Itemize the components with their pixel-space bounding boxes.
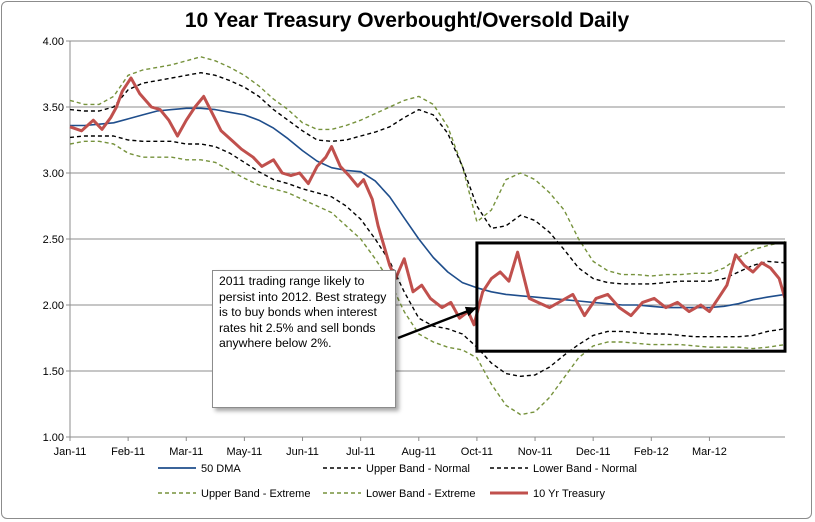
x-tick-label: Jun-11 [286, 446, 319, 458]
legend-label: Upper Band - Extreme [201, 488, 310, 500]
x-tick-label: Feb-12 [634, 446, 669, 458]
y-tick-label: 4.00 [43, 36, 64, 48]
annotation-callout: 2011 trading range likely to persist int… [212, 270, 396, 408]
x-tick-label: Aug-11 [401, 446, 436, 458]
legend-item: Upper Band - Extreme [158, 488, 310, 500]
series-lower-band-normal [69, 135, 786, 377]
x-tick-label: Nov-11 [518, 446, 553, 458]
highlight-box [475, 241, 787, 353]
y-tick-label: 1.50 [43, 366, 64, 378]
series-lower-band-extreme [69, 140, 786, 416]
legend-label: Lower Band - Extreme [366, 488, 475, 500]
gridlines [70, 40, 785, 438]
axes [66, 40, 785, 441]
y-tick-label: 1.00 [43, 432, 64, 444]
series-10-yr-treasury [69, 76, 787, 327]
x-axis-labels: Jan-11 Feb-11 Mar-11 May-11 Jun-11 Jul-11 Aug-… [54, 446, 727, 458]
legend-label: Upper Band - Normal [366, 463, 470, 475]
legend-item: Lower Band - Extreme [323, 488, 475, 500]
series-50-dma [70, 107, 786, 309]
x-tick-label: Feb-11 [111, 446, 145, 458]
series-lines [69, 56, 787, 416]
x-tick-label: Jul-11 [346, 446, 375, 458]
legend-label: 10 Yr Treasury [533, 488, 605, 500]
legend-item: 50 DMA [158, 463, 241, 475]
y-tick-label: 3.50 [43, 102, 64, 114]
y-tick-label: 3.00 [43, 168, 64, 180]
arrow-head [464, 306, 477, 317]
range-box [475, 241, 787, 353]
legend: 50 DMA Upper Band - Normal Lower Band - No… [158, 463, 637, 500]
legend-item: 10 Yr Treasury [490, 488, 605, 500]
x-tick-label: Mar-12 [692, 446, 727, 458]
series-upper-band-extreme [69, 56, 786, 277]
x-tick-label: May-11 [226, 446, 262, 458]
legend-label: Lower Band - Normal [533, 463, 637, 475]
x-tick-label: Dec-11 [576, 446, 611, 458]
legend-item: Upper Band - Normal [323, 463, 470, 475]
series-upper-band-normal [69, 72, 786, 285]
legend-label: 50 DMA [201, 463, 241, 475]
y-axis-labels: 1.00 1.50 2.00 2.50 3.00 3.50 4.00 [43, 36, 64, 444]
arrow-line [397, 306, 478, 340]
annotation-arrow [397, 306, 478, 340]
chart-title: 10 Year Treasury Overbought/Oversold Dai… [185, 9, 630, 32]
x-tick-label: Mar-11 [169, 446, 203, 458]
x-tick-label: Oct-11 [461, 446, 493, 458]
y-tick-label: 2.00 [43, 300, 64, 312]
y-tick-label: 2.50 [43, 234, 64, 246]
x-tick-label: Jan-11 [54, 446, 87, 458]
legend-item: Lower Band - Normal [490, 463, 637, 475]
